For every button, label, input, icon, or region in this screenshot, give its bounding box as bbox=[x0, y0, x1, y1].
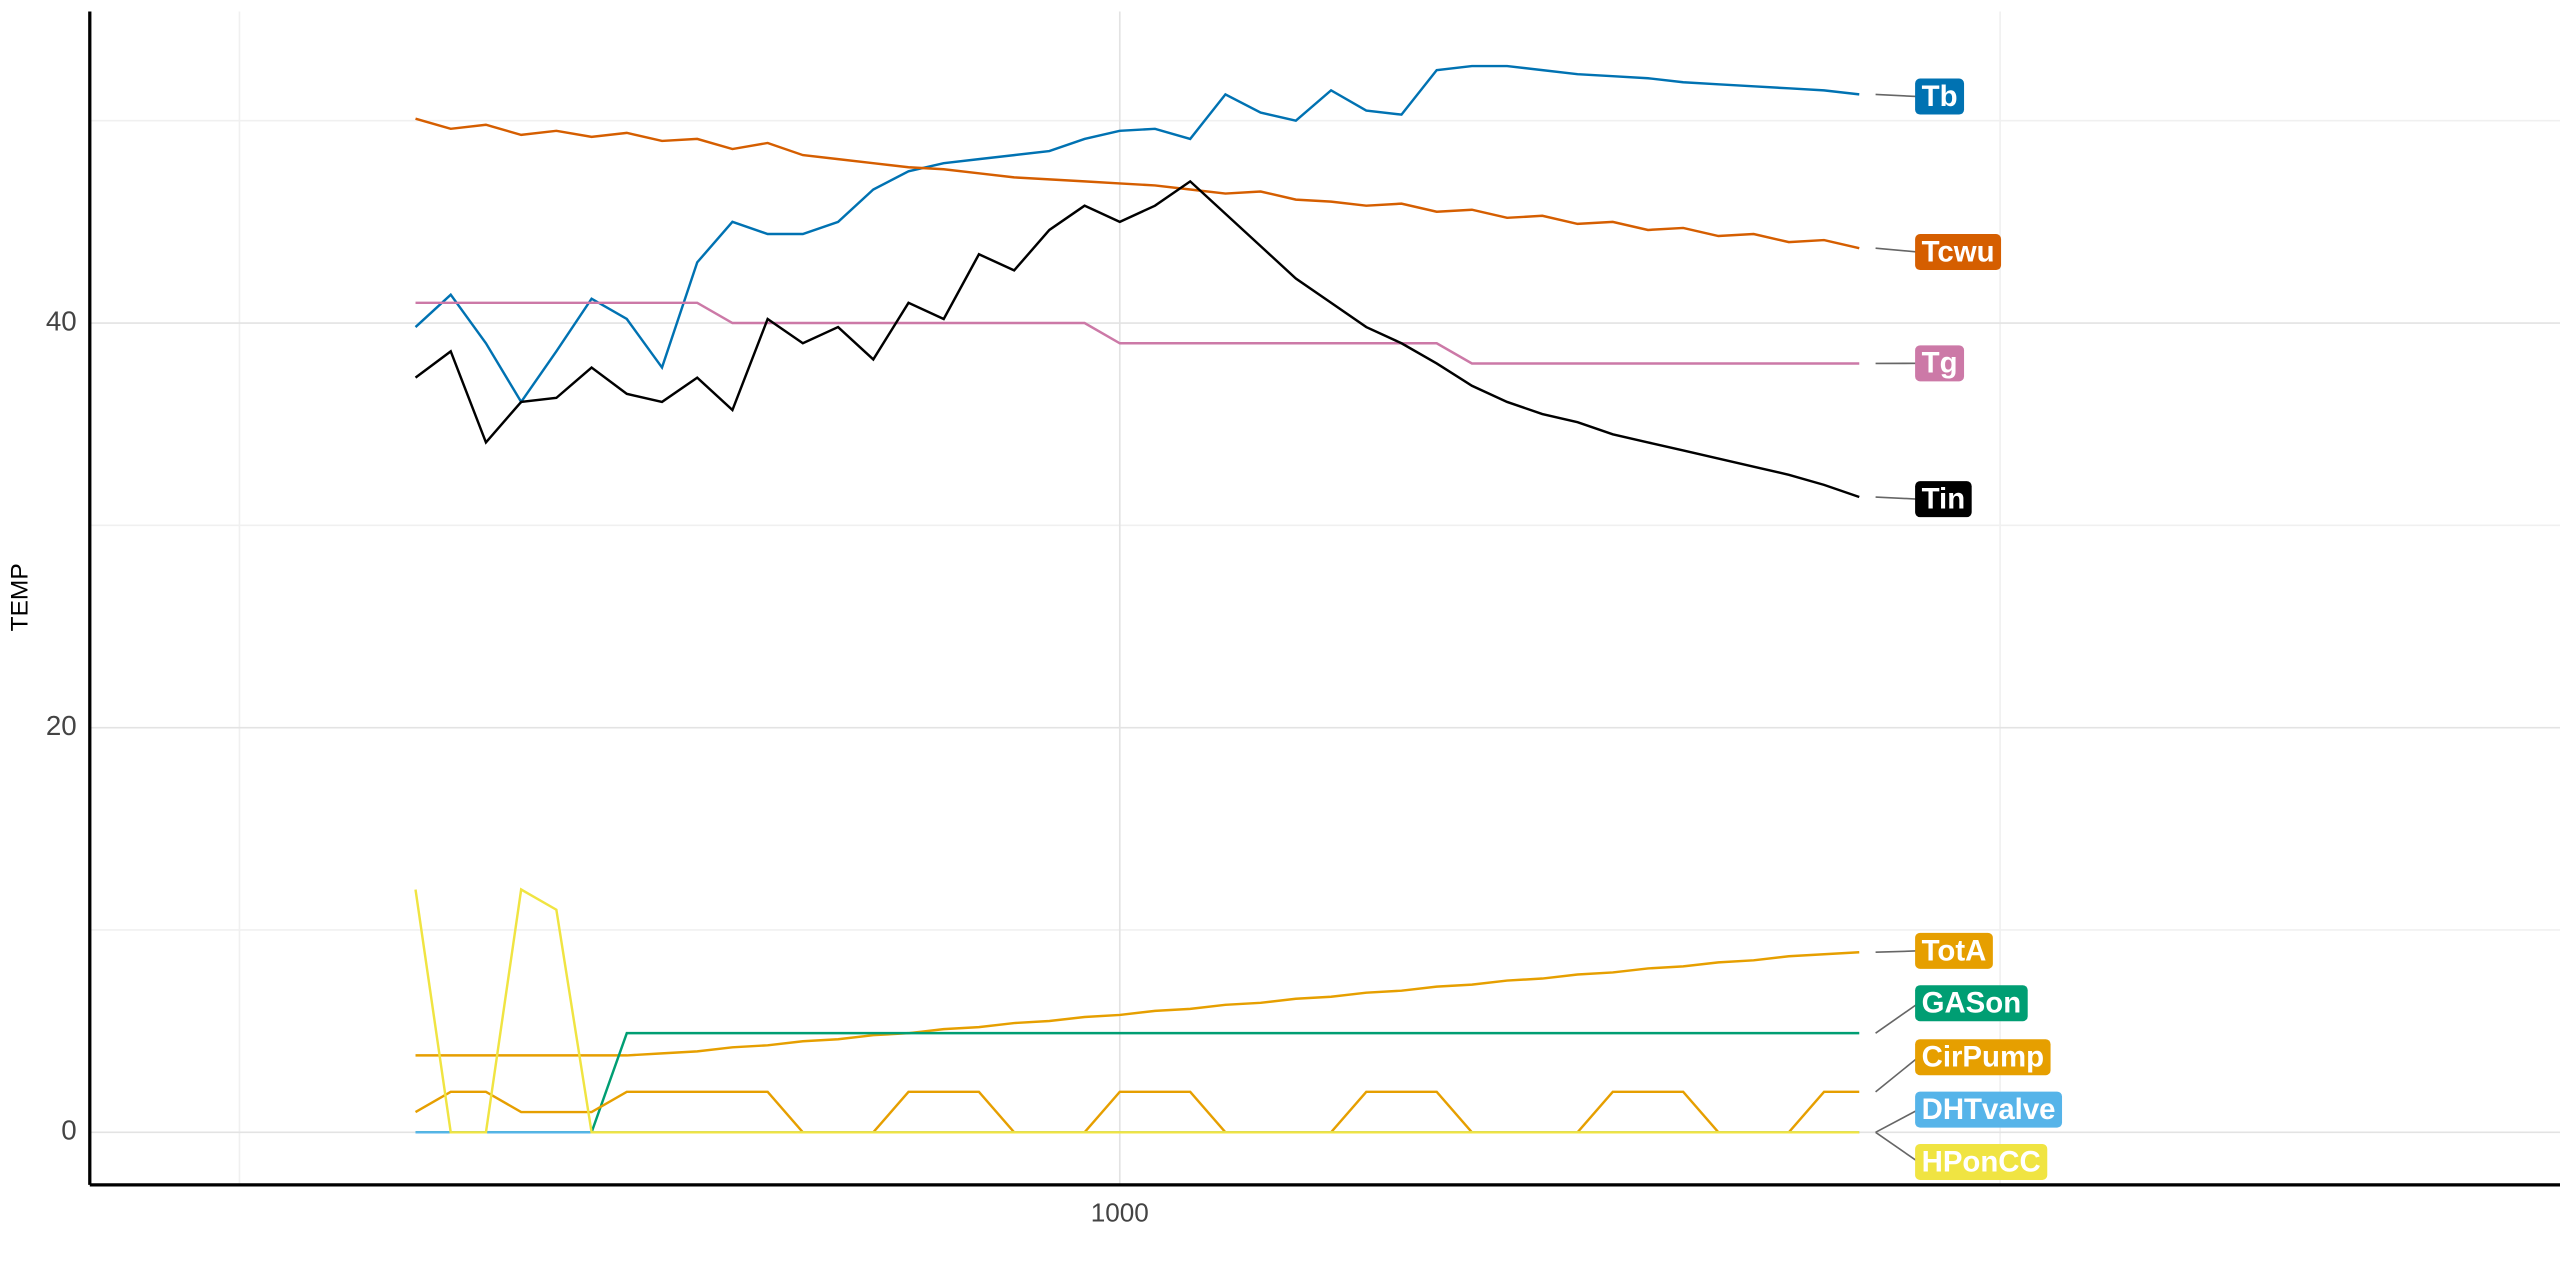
grid bbox=[89, 11, 2560, 1185]
legend-label: TotA bbox=[1915, 932, 1993, 969]
label-box bbox=[1915, 481, 1972, 518]
label-box bbox=[1915, 1039, 2051, 1076]
label-text: CirPump bbox=[1922, 1041, 2044, 1074]
legend-label: Tb bbox=[1915, 78, 1965, 115]
label-text: GASon bbox=[1922, 987, 2022, 1020]
legend-label: Tin bbox=[1915, 481, 1972, 518]
label-box bbox=[1915, 985, 2028, 1022]
legend-label: CirPump bbox=[1915, 1039, 2051, 1076]
label-text: DHTvalve bbox=[1922, 1093, 2056, 1126]
x-tick-label: 1000 bbox=[1091, 1197, 1149, 1227]
y-tick-label: 20 bbox=[46, 710, 77, 741]
label-text: Tb bbox=[1922, 80, 1958, 113]
label-connector bbox=[1875, 1056, 1919, 1093]
label-text: TotA bbox=[1922, 934, 1987, 967]
label-connector bbox=[1875, 496, 1919, 500]
label-text: Tg bbox=[1922, 347, 1958, 380]
y-tick-label: 0 bbox=[61, 1115, 76, 1146]
label-connector bbox=[1875, 247, 1919, 253]
series-line bbox=[415, 117, 1860, 250]
series-line bbox=[414, 64, 1860, 405]
series-line bbox=[415, 301, 1860, 365]
label-box bbox=[1915, 78, 1965, 115]
legend-label: GASon bbox=[1915, 985, 2028, 1022]
series-line bbox=[414, 179, 1860, 499]
legend-label: HPonCC bbox=[1915, 1143, 2048, 1180]
legend-label: Tcwu bbox=[1915, 234, 2002, 271]
label-box bbox=[1915, 345, 1965, 382]
label-box bbox=[1915, 234, 2002, 271]
label-connector bbox=[1875, 1108, 1919, 1134]
label-box bbox=[1915, 1143, 2048, 1180]
label-text: HPonCC bbox=[1922, 1145, 2041, 1178]
label-connector bbox=[1875, 950, 1919, 954]
label-connector bbox=[1875, 1131, 1919, 1163]
label-text: Tcwu bbox=[1922, 235, 1995, 268]
label-box bbox=[1915, 1091, 2063, 1128]
y-axis-title: TEMP bbox=[7, 563, 34, 631]
series-line bbox=[415, 951, 1860, 1057]
legend-label: Tg bbox=[1915, 345, 1965, 382]
series-line bbox=[414, 1090, 1860, 1134]
label-box bbox=[1915, 932, 1993, 969]
legend-label: DHTvalve bbox=[1915, 1091, 2063, 1128]
series-line bbox=[415, 1031, 1860, 1134]
label-connector bbox=[1875, 1002, 1919, 1034]
series-line bbox=[414, 887, 1860, 1134]
y-tick-label: 40 bbox=[46, 305, 77, 336]
label-connector bbox=[1875, 93, 1919, 98]
label-text: Tin bbox=[1922, 483, 1966, 516]
